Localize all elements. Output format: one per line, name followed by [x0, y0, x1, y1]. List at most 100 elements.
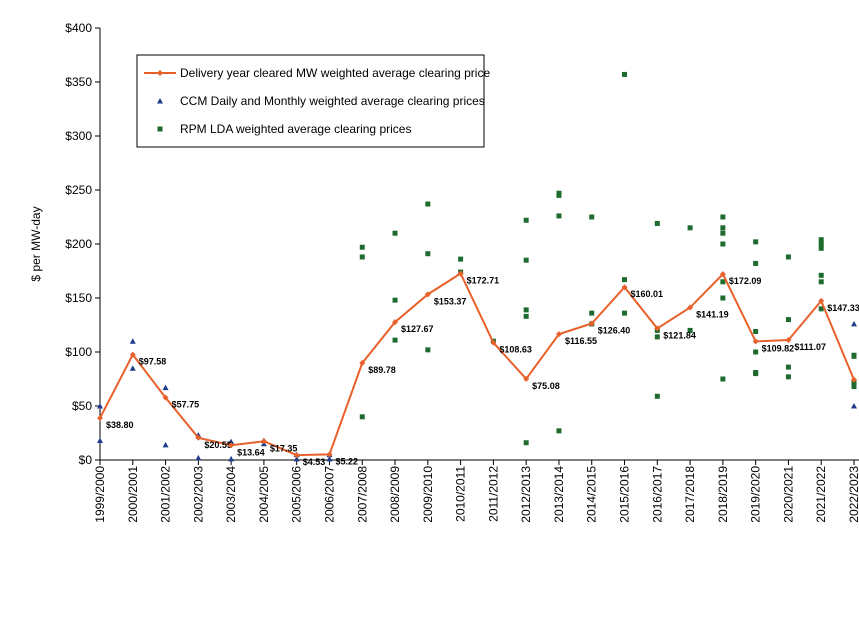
line-point: [818, 297, 825, 304]
square-point: [458, 256, 464, 262]
square-point: [818, 306, 824, 312]
triangle-point: [851, 320, 857, 327]
y-tick-label: $350: [65, 75, 92, 89]
y-tick-label: $50: [72, 399, 92, 413]
line-point: [785, 337, 792, 344]
value-label: $127.67: [401, 324, 434, 334]
square-point: [818, 245, 824, 251]
square-point: [622, 71, 628, 77]
value-label: $109.82: [762, 343, 795, 353]
square-point: [720, 230, 726, 236]
value-label: $89.78: [368, 365, 396, 375]
line-point: [162, 394, 169, 401]
triangle-point: [162, 441, 169, 448]
square-point: [720, 279, 726, 285]
triangle-point: [129, 338, 136, 344]
value-label: $13.64: [237, 447, 265, 457]
line-point: [719, 271, 726, 278]
x-tick-label: 2016/2017: [650, 466, 664, 523]
line-point: [588, 320, 595, 327]
square-point: [523, 313, 529, 319]
square-point: [753, 328, 759, 334]
x-tick-label: 1999/2000: [93, 466, 107, 523]
x-tick-label: 2001/2002: [159, 466, 173, 523]
y-tick-label: $150: [65, 291, 92, 305]
square-point: [556, 213, 562, 219]
square-point: [392, 230, 398, 236]
value-label: $57.75: [172, 400, 200, 410]
line-point: [851, 376, 857, 383]
square-point: [687, 225, 693, 231]
x-tick-label: 2005/2006: [290, 466, 304, 523]
line-point: [228, 442, 235, 449]
legend-marker: [157, 98, 163, 104]
square-point: [818, 279, 824, 285]
triangle-point: [129, 365, 136, 371]
x-tick-label: 2010/2011: [454, 466, 468, 522]
square-point: [785, 254, 791, 260]
value-label: $121.84: [663, 330, 696, 340]
line-point: [293, 452, 300, 459]
square-point: [622, 310, 628, 316]
line-point: [129, 351, 136, 358]
square-point: [654, 220, 660, 226]
line-point: [654, 325, 661, 332]
square-point: [425, 251, 431, 257]
x-tick-label: 2020/2021: [781, 466, 795, 523]
value-label: $147.33: [827, 303, 859, 313]
line-point: [523, 375, 530, 382]
square-point: [785, 374, 791, 380]
triangle-point: [162, 384, 169, 391]
x-tick-label: 2009/2010: [421, 466, 435, 523]
square-point: [556, 428, 562, 434]
x-tick-label: 2004/2005: [257, 466, 271, 523]
x-tick-label: 2012/2013: [519, 466, 533, 523]
y-tick-label: $300: [65, 129, 92, 143]
line-point: [195, 434, 202, 441]
y-tick-label: $400: [65, 21, 92, 35]
value-label: $172.09: [729, 276, 762, 286]
x-tick-label: 2015/2016: [618, 466, 632, 523]
y-axis-label: $ per MW-day: [29, 206, 43, 281]
value-label: $172.71: [467, 275, 500, 285]
triangle-point: [97, 403, 103, 409]
value-label: $153.37: [434, 296, 467, 306]
x-tick-label: 2021/2022: [814, 466, 828, 523]
triangle-point: [326, 455, 333, 462]
square-point: [720, 295, 726, 301]
square-point: [753, 260, 759, 266]
square-point: [687, 327, 693, 333]
square-point: [720, 225, 726, 231]
triangle-point: [851, 403, 857, 409]
square-point: [720, 214, 726, 220]
legend-marker: [157, 126, 163, 132]
square-point: [753, 349, 759, 355]
line-point: [392, 319, 399, 326]
legend-label: CCM Daily and Monthly weighted average c…: [180, 94, 485, 108]
value-label: $111.07: [794, 342, 826, 352]
x-tick-label: 2008/2009: [388, 466, 402, 523]
line-point: [457, 270, 464, 277]
x-tick-label: 2002/2003: [191, 466, 205, 523]
square-point: [556, 192, 562, 198]
line-point: [326, 451, 333, 458]
line-point: [621, 284, 628, 291]
y-tick-label: $200: [65, 237, 92, 251]
line-point: [97, 415, 103, 422]
x-tick-label: 2017/2018: [683, 466, 697, 523]
value-label: $141.19: [696, 310, 729, 320]
x-tick-label: 2007/2008: [355, 466, 369, 523]
value-label: $126.40: [598, 325, 631, 335]
triangle-point: [228, 455, 235, 462]
square-point: [392, 337, 398, 343]
legend-marker: [157, 70, 163, 76]
line-point: [555, 331, 562, 338]
value-label: $97.58: [139, 357, 167, 367]
square-point: [818, 237, 824, 243]
legend-label: RPM LDA weighted average clearing prices: [180, 122, 411, 136]
x-tick-label: 2018/2019: [716, 466, 730, 523]
square-point: [851, 353, 857, 359]
square-point: [622, 277, 628, 283]
square-point: [654, 393, 660, 399]
